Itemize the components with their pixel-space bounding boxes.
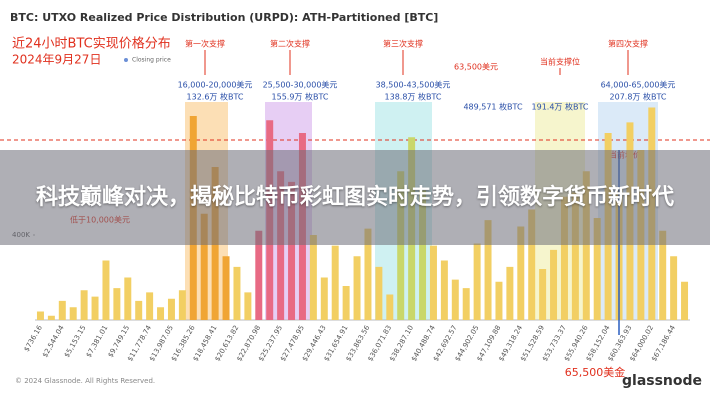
- bar: [146, 292, 154, 320]
- chart-title: BTC: UTXO Realized Price Distribution (U…: [10, 11, 438, 24]
- bar: [288, 181, 296, 320]
- legend-swatch: [124, 58, 128, 62]
- bar: [571, 192, 579, 320]
- bar: [91, 296, 99, 320]
- bar: [342, 286, 350, 320]
- bar: [528, 209, 536, 320]
- bar: [255, 230, 263, 320]
- x-tick-label: $736.16: [23, 324, 45, 354]
- bar: [364, 228, 372, 320]
- zone-label: 第二次支撑: [270, 39, 310, 49]
- x-tick-label: $2,544.04: [41, 324, 66, 359]
- bar: [550, 249, 558, 320]
- bar: [167, 298, 175, 320]
- zone-label: 第三次支撑: [383, 39, 423, 49]
- bar: [69, 307, 77, 320]
- zone-label: 当前支撑位: [540, 57, 580, 67]
- bar: [353, 256, 361, 320]
- logo: glassnode: [622, 373, 702, 389]
- headline: 科技巅峰对决，揭秘比特币彩虹图实时走势，引领数字货币新时代: [35, 184, 674, 210]
- x-tick-label: $5,153.15: [63, 324, 88, 359]
- annotation: 489,571 枚BTC: [463, 102, 523, 112]
- bar: [495, 281, 503, 320]
- annotation: 63,500美元: [454, 62, 498, 72]
- handwritten-title: 近24小时BTC实现价格分布: [12, 36, 171, 52]
- zone-text: 138.8万 枚BTC: [385, 92, 442, 102]
- zone-label: 第一次支撑: [185, 39, 225, 49]
- bar: [309, 235, 317, 320]
- x-tick-label: $7,381.01: [85, 324, 110, 359]
- bar: [506, 266, 514, 320]
- bar: [58, 300, 66, 320]
- bar: [222, 256, 230, 320]
- handwritten-date: 2024年9月27日: [12, 53, 101, 67]
- bar: [397, 171, 405, 320]
- bar: [135, 300, 143, 320]
- footer: © 2024 Glassnode. All Rights Reserved.: [15, 377, 155, 385]
- bar: [429, 245, 437, 320]
- bar: [593, 218, 601, 320]
- bar: [451, 279, 459, 320]
- bar: [200, 213, 208, 320]
- bar: [157, 307, 165, 320]
- headline-banner: 科技巅峰对决，揭秘比特币彩虹图实时走势，引领数字货币新时代: [0, 150, 710, 245]
- bar: [539, 269, 547, 320]
- bar: [320, 277, 328, 320]
- zone-text: 207.8万 枚BTC: [610, 92, 667, 102]
- zone-text: 191.4万 枚BTC: [532, 102, 589, 112]
- bar: [244, 292, 252, 320]
- bar: [681, 281, 689, 320]
- bar: [582, 171, 590, 320]
- zone-text: 25,500-30,000美元: [263, 80, 338, 90]
- bar: [47, 315, 55, 320]
- zone-text: 38,500-43,500美元: [376, 80, 451, 90]
- bar: [277, 171, 285, 320]
- bar: [386, 294, 394, 320]
- legend-label: Closing price: [132, 57, 171, 64]
- bar: [517, 226, 525, 320]
- bar: [560, 196, 568, 320]
- bar: [233, 266, 241, 320]
- zone-text: 155.9万 枚BTC: [272, 92, 329, 102]
- bar: [419, 190, 427, 320]
- zone-text: 132.6万 枚BTC: [187, 92, 244, 102]
- bar: [331, 245, 339, 320]
- bar: [440, 260, 448, 320]
- bar: [102, 260, 110, 320]
- zone-label: 第四次支撑: [608, 39, 648, 49]
- bar: [113, 288, 121, 320]
- bar: [80, 290, 88, 320]
- bar: [462, 288, 470, 320]
- bar: [484, 220, 492, 320]
- zone-text: 16,000-20,000美元: [178, 80, 253, 90]
- bar: [124, 277, 132, 320]
- bar: [36, 311, 44, 320]
- zone-text: 64,000-65,000美元: [601, 80, 676, 90]
- annotation: 65,500美金: [565, 365, 626, 379]
- bar: [670, 256, 678, 320]
- x-tick-label: $9,749.15: [107, 324, 132, 359]
- bar: [473, 243, 481, 320]
- bar: [178, 290, 186, 320]
- bar: [375, 266, 383, 320]
- bar: [659, 230, 667, 320]
